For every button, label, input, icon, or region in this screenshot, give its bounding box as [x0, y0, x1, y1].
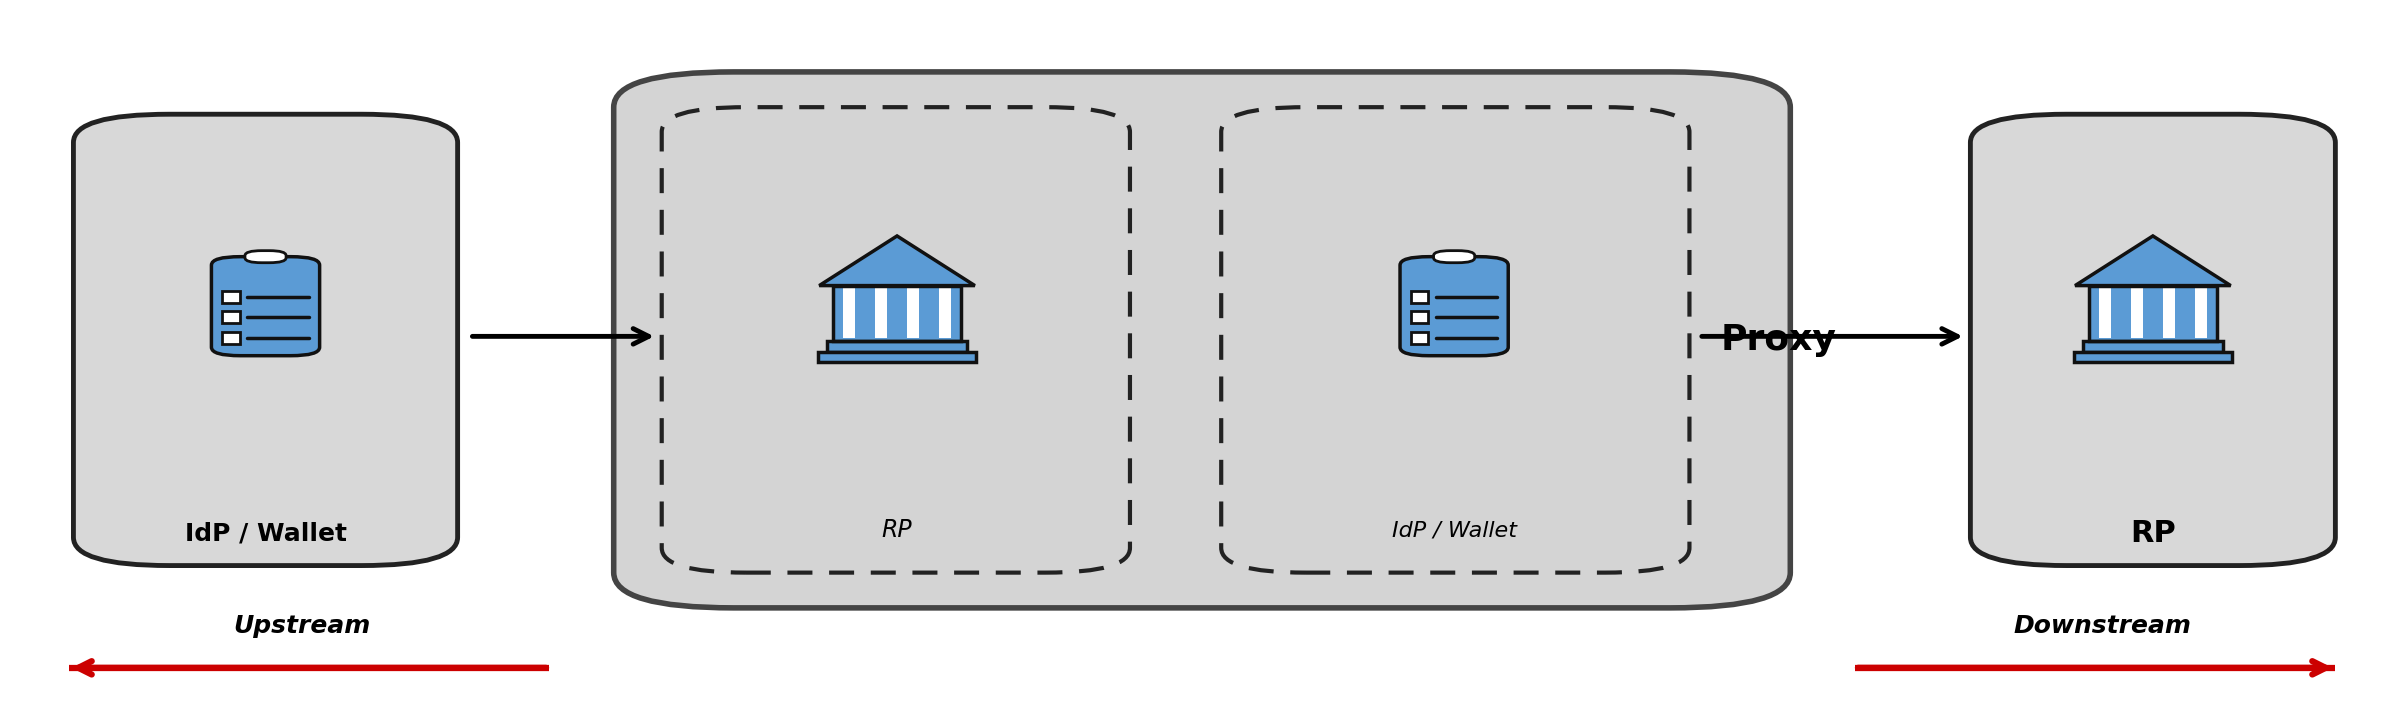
- FancyBboxPatch shape: [1433, 251, 1474, 263]
- FancyBboxPatch shape: [875, 285, 887, 338]
- FancyBboxPatch shape: [906, 285, 918, 338]
- FancyBboxPatch shape: [844, 285, 856, 338]
- FancyBboxPatch shape: [2099, 285, 2111, 338]
- FancyBboxPatch shape: [1411, 331, 1428, 344]
- FancyBboxPatch shape: [2082, 341, 2224, 352]
- FancyBboxPatch shape: [1411, 291, 1428, 303]
- Text: RP: RP: [2130, 520, 2176, 548]
- FancyBboxPatch shape: [212, 257, 320, 355]
- FancyBboxPatch shape: [661, 107, 1130, 573]
- FancyBboxPatch shape: [1971, 114, 2334, 566]
- Polygon shape: [2075, 236, 2231, 285]
- FancyBboxPatch shape: [221, 331, 240, 344]
- FancyBboxPatch shape: [245, 251, 286, 263]
- FancyBboxPatch shape: [834, 285, 962, 341]
- FancyBboxPatch shape: [75, 114, 457, 566]
- FancyBboxPatch shape: [2195, 285, 2207, 338]
- FancyBboxPatch shape: [2164, 285, 2176, 338]
- Polygon shape: [820, 236, 976, 285]
- FancyBboxPatch shape: [2075, 352, 2233, 362]
- FancyBboxPatch shape: [221, 291, 240, 303]
- FancyBboxPatch shape: [221, 312, 240, 324]
- FancyBboxPatch shape: [1399, 257, 1507, 355]
- FancyBboxPatch shape: [1411, 312, 1428, 324]
- FancyBboxPatch shape: [817, 352, 976, 362]
- Text: Proxy: Proxy: [1721, 323, 1837, 357]
- FancyBboxPatch shape: [940, 285, 950, 338]
- Text: RP: RP: [882, 518, 914, 542]
- Text: Downstream: Downstream: [2015, 614, 2192, 637]
- FancyBboxPatch shape: [613, 72, 1791, 608]
- Text: IdP / Wallet: IdP / Wallet: [1392, 520, 1517, 540]
- Text: IdP / Wallet: IdP / Wallet: [185, 522, 346, 546]
- FancyBboxPatch shape: [1221, 107, 1690, 573]
- FancyBboxPatch shape: [2089, 285, 2216, 341]
- FancyBboxPatch shape: [2130, 285, 2142, 338]
- Text: Upstream: Upstream: [233, 614, 370, 637]
- FancyBboxPatch shape: [827, 341, 966, 352]
